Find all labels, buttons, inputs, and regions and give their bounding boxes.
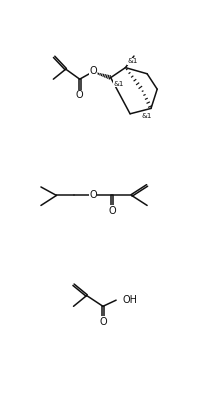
Text: O: O — [108, 206, 116, 216]
Text: OH: OH — [122, 295, 137, 305]
Text: &1: &1 — [142, 113, 152, 119]
Text: O: O — [89, 191, 97, 200]
Text: O: O — [99, 317, 107, 327]
Text: O: O — [89, 66, 97, 77]
Text: &1: &1 — [113, 81, 123, 87]
Text: &1: &1 — [128, 58, 138, 64]
Text: O: O — [76, 90, 84, 100]
